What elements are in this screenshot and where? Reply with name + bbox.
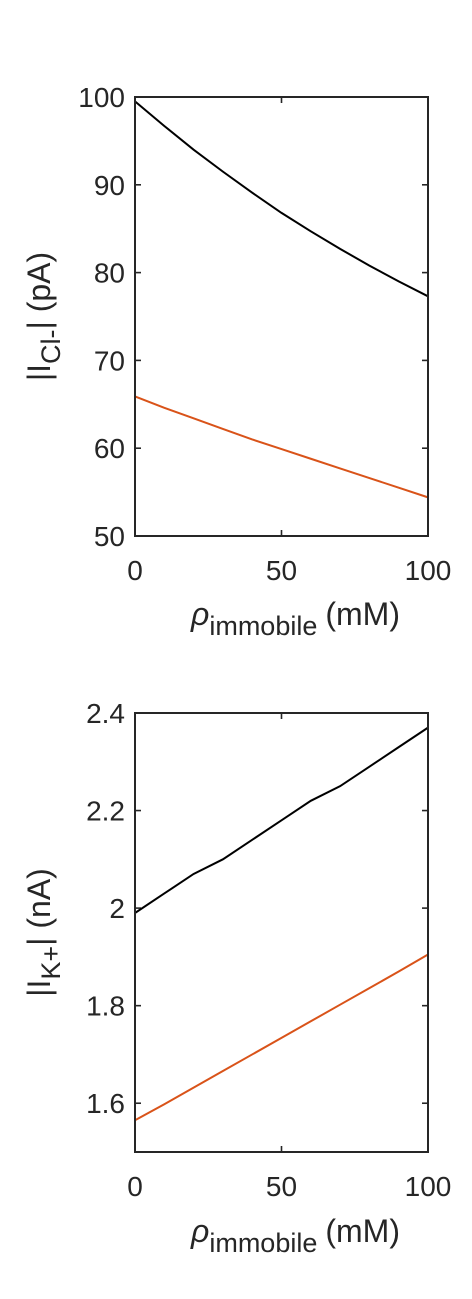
y-tick-label: 1.6 (86, 1088, 125, 1119)
y-tick-label: 90 (94, 170, 125, 201)
y-axis-label: |IK+| (nA) (21, 868, 66, 997)
x-axis-label-symbol: ρ (190, 1213, 209, 1249)
axes-box (134, 712, 429, 1153)
x-tick-label: 50 (266, 1171, 297, 1202)
tick-label-group: 0 50 100 1.6 1.8 2 2.2 2.4 (86, 698, 451, 1202)
x-axis-label: ρimmobile (mM) (190, 596, 400, 641)
axes-box (134, 96, 429, 537)
x-tick-label: 50 (266, 555, 297, 586)
series-line-black (134, 726, 429, 914)
x-axis-label-subscript: immobile (209, 1228, 317, 1258)
y-axis-label-prefix: |I (21, 364, 57, 381)
chart-panel-k-current: 0 50 100 1.6 1.8 2 2.2 2.4 ρimmobile (mM) |IK+| … (21, 698, 451, 1258)
x-axis-label-unit: (mM) (325, 1213, 400, 1249)
series-line-black (134, 100, 429, 298)
y-tick-label: 50 (94, 521, 125, 552)
y-axis-label-prefix: |I (21, 980, 57, 997)
y-axis-label: |ICl-| (pA) (21, 252, 66, 381)
tick-group (134, 712, 429, 1152)
y-axis-label-suffix: | (nA) (21, 868, 57, 946)
y-tick-label: 70 (94, 345, 125, 376)
y-tick-label: 60 (94, 433, 125, 464)
x-axis-label: ρimmobile (mM) (190, 1213, 400, 1258)
y-axis-label-suffix: | (pA) (21, 252, 57, 330)
y-tick-label: 80 (94, 258, 125, 289)
tick-group (134, 96, 429, 537)
x-tick-label: 0 (127, 1171, 143, 1202)
x-axis-label-symbol: ρ (190, 596, 209, 632)
x-tick-label: 100 (405, 1171, 452, 1202)
series-line-orange (134, 953, 429, 1122)
x-axis-label-subscript: immobile (209, 611, 317, 641)
x-tick-label: 100 (405, 555, 452, 586)
y-tick-label: 2.4 (86, 698, 125, 729)
y-tick-label: 2.2 (86, 796, 125, 827)
series-group (134, 726, 429, 1122)
y-tick-label: 2 (109, 893, 125, 924)
series-line-orange (134, 395, 429, 499)
y-tick-label: 1.8 (86, 991, 125, 1022)
y-tick-label: 100 (78, 82, 125, 113)
y-axis-label-subscript: Cl- (36, 329, 66, 364)
series-group (134, 100, 429, 499)
x-axis-label-unit: (mM) (325, 596, 400, 632)
x-tick-label: 0 (127, 555, 143, 586)
y-axis-label-subscript: K+ (36, 946, 66, 980)
